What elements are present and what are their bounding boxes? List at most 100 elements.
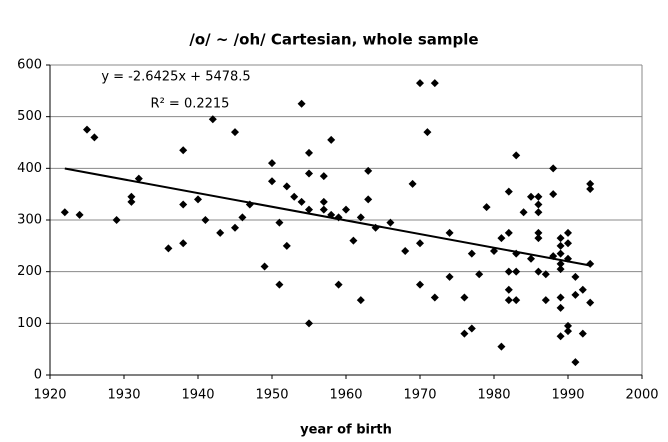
trendline bbox=[64, 167, 591, 267]
x-tick-label: 1920 bbox=[33, 388, 66, 403]
data-point bbox=[275, 280, 284, 289]
data-point bbox=[305, 148, 313, 157]
data-point bbox=[556, 259, 565, 268]
data-point bbox=[460, 293, 469, 302]
data-point bbox=[556, 303, 565, 312]
data-point bbox=[90, 133, 99, 142]
data-point bbox=[504, 296, 513, 305]
data-point bbox=[408, 179, 417, 188]
data-point bbox=[319, 172, 328, 181]
data-point bbox=[534, 267, 543, 276]
data-point bbox=[571, 290, 580, 299]
data-point bbox=[564, 327, 572, 336]
trendline-equation: y = -2.6425x + 5478.5 bbox=[101, 70, 250, 85]
data-point bbox=[75, 210, 84, 219]
data-point bbox=[467, 324, 476, 333]
data-point bbox=[134, 174, 143, 183]
data-point bbox=[430, 293, 439, 302]
data-point bbox=[586, 185, 595, 193]
data-point bbox=[527, 192, 535, 201]
data-point bbox=[216, 228, 225, 237]
data-point bbox=[556, 241, 565, 250]
data-point bbox=[534, 228, 543, 237]
data-point bbox=[164, 244, 173, 253]
data-point bbox=[519, 208, 528, 217]
data-point bbox=[497, 342, 506, 351]
data-point bbox=[282, 241, 291, 250]
data-point bbox=[356, 213, 365, 222]
data-point bbox=[305, 169, 313, 178]
data-point bbox=[467, 249, 476, 258]
data-point bbox=[194, 195, 202, 204]
data-point bbox=[556, 249, 565, 258]
data-point bbox=[231, 223, 239, 232]
data-point bbox=[534, 192, 543, 201]
chart-title: /o/ ~ /oh/ Cartesian, whole sample bbox=[189, 31, 478, 49]
x-tick-label: 1990 bbox=[551, 388, 584, 403]
data-point bbox=[356, 296, 365, 305]
data-point bbox=[319, 197, 328, 206]
x-tick-label: 1960 bbox=[329, 388, 362, 403]
x-tick-label: 1970 bbox=[403, 388, 436, 403]
y-tick-label: 0 bbox=[34, 368, 42, 383]
data-point bbox=[564, 228, 572, 237]
data-point bbox=[416, 239, 424, 248]
data-point bbox=[268, 177, 276, 186]
y-tick-label: 200 bbox=[17, 264, 42, 279]
data-point bbox=[534, 200, 543, 209]
data-point bbox=[556, 293, 565, 302]
data-point bbox=[305, 205, 313, 214]
data-point bbox=[297, 197, 306, 206]
data-point bbox=[305, 319, 313, 328]
data-point bbox=[112, 216, 121, 224]
x-axis-label: year of birth bbox=[300, 423, 392, 438]
data-point bbox=[460, 329, 469, 338]
data-point bbox=[416, 280, 424, 289]
data-point bbox=[334, 280, 343, 289]
data-point bbox=[549, 164, 558, 173]
data-point bbox=[416, 79, 424, 88]
data-point bbox=[179, 146, 188, 155]
data-point bbox=[275, 218, 284, 227]
data-point bbox=[586, 259, 595, 268]
y-tick-label: 600 bbox=[17, 58, 42, 73]
data-point bbox=[445, 272, 454, 281]
data-point bbox=[482, 203, 491, 212]
data-point bbox=[60, 208, 69, 217]
data-point bbox=[556, 234, 565, 243]
data-point bbox=[564, 321, 572, 330]
data-point bbox=[512, 151, 521, 160]
data-point bbox=[445, 228, 454, 237]
y-tick-label: 500 bbox=[17, 109, 42, 124]
data-point bbox=[83, 125, 91, 134]
data-point bbox=[386, 218, 395, 227]
data-point bbox=[127, 197, 136, 206]
data-point bbox=[504, 267, 513, 276]
data-point bbox=[571, 272, 580, 281]
x-tick-label: 2000 bbox=[625, 388, 658, 403]
y-tick-label: 100 bbox=[17, 316, 42, 331]
data-point bbox=[319, 205, 328, 214]
r-squared: R² = 0.2215 bbox=[151, 97, 230, 112]
data-point bbox=[327, 135, 336, 144]
data-point bbox=[282, 182, 291, 191]
data-point bbox=[268, 159, 276, 168]
data-point bbox=[534, 234, 543, 243]
data-point bbox=[586, 298, 595, 307]
data-point bbox=[504, 285, 513, 294]
data-point bbox=[512, 296, 521, 305]
data-point bbox=[208, 115, 217, 124]
data-point bbox=[549, 190, 558, 199]
data-point bbox=[342, 205, 350, 214]
data-point bbox=[260, 262, 269, 271]
data-point bbox=[430, 79, 439, 88]
data-point bbox=[475, 270, 484, 279]
x-tick-label: 1930 bbox=[107, 388, 140, 403]
data-point bbox=[201, 216, 210, 224]
data-point bbox=[541, 296, 550, 305]
y-tick-label: 400 bbox=[17, 161, 42, 176]
data-point bbox=[401, 247, 410, 255]
data-point bbox=[504, 228, 513, 237]
data-point bbox=[586, 179, 595, 188]
x-tick-label: 1940 bbox=[181, 388, 214, 403]
